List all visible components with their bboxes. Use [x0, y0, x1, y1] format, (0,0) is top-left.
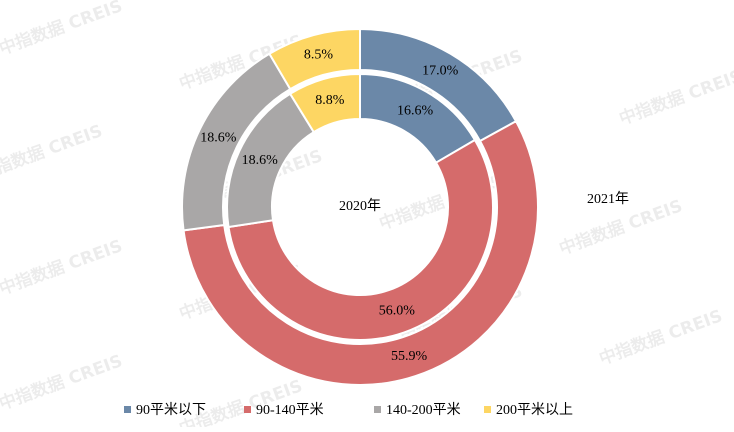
- legend-swatch: [374, 406, 381, 413]
- rings: 16.6% 56.0% 18.6% 8.8% 17.0% 55.9% 18.6% 8.5%: [181, 27, 539, 386]
- legend-swatch: [244, 406, 251, 413]
- data-label: 18.6%: [242, 153, 279, 168]
- legend-swatch: [484, 406, 491, 413]
- legend-swatch: [124, 406, 131, 413]
- data-label: 8.5%: [304, 47, 334, 62]
- legend-label: 90-140平米: [256, 402, 324, 418]
- watermark: 中指数据 CREIS: [176, 375, 305, 427]
- donut-segment: [268, 27, 361, 91]
- data-label: 18.6%: [200, 130, 237, 145]
- data-label: 17.0%: [422, 64, 459, 79]
- legend-label: 140-200平米: [386, 402, 461, 418]
- donut-segment: [288, 72, 361, 134]
- watermark: 中指数据 CREIS: [0, 0, 125, 59]
- outer-ring-label: 2021年: [587, 191, 629, 207]
- watermark: 中指数据 CREIS: [616, 65, 734, 129]
- watermark: 中指数据 CREIS: [0, 235, 125, 299]
- watermark: 中指数据 CREIS: [596, 305, 725, 369]
- data-label: 56.0%: [379, 303, 416, 318]
- inner-ring-label: 2020年: [339, 198, 381, 214]
- legend: 90平米以下 90-140平米 140-200平米 200平米以上: [124, 402, 573, 418]
- donut-segment: [227, 138, 494, 341]
- donut-segment: [182, 119, 539, 386]
- watermark: 中指数据 CREIS: [0, 120, 105, 184]
- data-label: 16.6%: [397, 103, 434, 118]
- watermark: 中指数据 CREIS: [0, 350, 125, 414]
- data-label: 8.8%: [315, 93, 345, 108]
- data-label: 55.9%: [391, 349, 428, 364]
- legend-label: 90平米以下: [136, 402, 206, 418]
- legend-label: 200平米以上: [496, 402, 573, 418]
